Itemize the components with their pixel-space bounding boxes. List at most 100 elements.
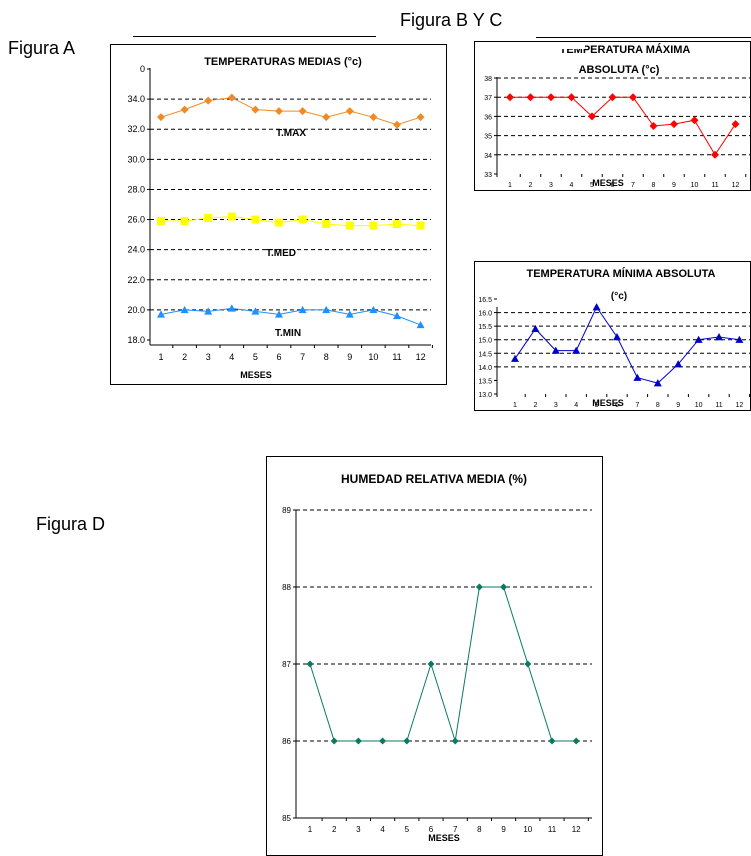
data-point: [227, 93, 236, 102]
data-point: [416, 113, 425, 122]
y-tick-label: 18.0: [127, 335, 145, 345]
x-tick-label: 9: [672, 182, 676, 189]
data-point: [251, 307, 260, 315]
series-line: [514, 306, 740, 384]
x-tick-label: 7: [300, 352, 305, 362]
x-tick-label: 2: [332, 825, 337, 834]
data-point: [629, 93, 637, 102]
chart-d-xlabel: MESES: [428, 833, 460, 843]
chart-b-title-line1: TEMPERATURA MÁXIMA: [560, 43, 691, 56]
x-tick-label: 6: [429, 825, 434, 834]
x-tick-label: 8: [652, 182, 656, 189]
divider-line: [133, 36, 376, 37]
x-tick-label: 8: [656, 402, 660, 409]
y-tick-label: 86: [282, 737, 291, 746]
y-tick-label: 38: [484, 76, 492, 83]
data-point: [548, 737, 556, 745]
x-tick-label: 8: [477, 825, 482, 834]
x-tick-label: 11: [715, 402, 722, 409]
x-tick-label: 12: [732, 182, 740, 189]
series-label-tmax: T.MAX: [276, 128, 306, 139]
x-tick-label: 3: [356, 825, 361, 834]
data-point: [298, 215, 307, 224]
divider-line: [536, 37, 751, 38]
y-tick-label: 16.0: [478, 311, 492, 318]
x-tick-label: 4: [229, 352, 234, 362]
data-point: [608, 93, 617, 102]
x-tick-label: 7: [453, 825, 458, 834]
y-tick-label: 13.0: [478, 392, 492, 399]
chart-a-title: TEMPERATURAS MEDIAS (°c): [204, 56, 362, 68]
data-point: [275, 310, 283, 318]
series-label-tmin: T.MIN: [275, 328, 301, 339]
figure-a-label: Figura A: [8, 38, 76, 58]
x-tick-label: 12: [416, 352, 426, 362]
x-tick-label: 9: [676, 402, 680, 409]
y-tick-label: 34.0: [127, 94, 145, 104]
chart-d: HUMEDAD RELATIVA MEDIA (%) MESES 8586878…: [282, 472, 592, 843]
data-point: [567, 93, 576, 102]
y-tick-label: 24.0: [127, 245, 145, 255]
x-tick-label: 1: [513, 402, 517, 409]
data-point: [526, 93, 535, 102]
y-tick-label: 36: [484, 114, 492, 121]
data-point: [531, 324, 540, 333]
x-tick-label: 6: [615, 402, 619, 409]
x-tick-label: 1: [508, 182, 512, 189]
data-point: [322, 113, 331, 122]
x-tick-label: 12: [572, 825, 581, 834]
data-point: [369, 221, 378, 230]
x-tick-label: 6: [611, 182, 615, 189]
chart-a-frame: TEMPERATURAS MEDIAS (°c) MESES T.MAX T.M…: [110, 44, 447, 385]
x-tick-label: 4: [574, 402, 578, 409]
x-tick-label: 9: [501, 825, 506, 834]
data-point: [393, 220, 401, 229]
data-point: [204, 307, 213, 315]
x-tick-label: 3: [549, 182, 553, 189]
x-tick-label: 10: [523, 825, 532, 834]
data-point: [180, 217, 189, 226]
data-point: [500, 583, 508, 591]
y-tick-label: 30.0: [127, 154, 145, 164]
data-point: [506, 93, 514, 102]
data-point: [180, 105, 189, 114]
chart-d-frame: HUMEDAD RELATIVA MEDIA (%) MESES 85 86 87 8…: [266, 456, 603, 856]
data-point: [204, 214, 213, 223]
y-tick-label: 26.0: [127, 215, 145, 225]
x-tick-label: 4: [380, 825, 385, 834]
y-tick-label: 89: [282, 506, 291, 515]
chart-b-title-line2: ABSOLUTA (°c): [579, 64, 660, 76]
data-point: [345, 107, 354, 116]
x-tick-label: 10: [695, 402, 703, 409]
data-point: [298, 305, 307, 314]
y-tick-label: 15.5: [478, 324, 492, 331]
y-tick-label: 85: [282, 814, 291, 823]
data-point: [649, 122, 658, 130]
data-point: [427, 660, 435, 668]
data-point: [572, 346, 581, 354]
data-point: [613, 333, 621, 341]
data-point: [393, 311, 401, 320]
x-tick-label: 2: [533, 402, 537, 409]
x-tick-label: 3: [554, 402, 558, 409]
x-tick-label: 5: [590, 182, 594, 189]
data-point: [403, 737, 411, 745]
chart-b-frame: TEMPERATURA MÁXIMA ABSOLUTA (°c) MESES 3…: [474, 41, 751, 191]
series-line: [309, 586, 577, 742]
chart-a-xlabel: MESES: [240, 370, 272, 380]
chart-c-frame: TEMPERATURA MÍNIMA ABSOLUTA (°c) MESES 1…: [474, 261, 751, 411]
data-point: [416, 221, 425, 230]
y-tick-label: 22.0: [127, 275, 145, 285]
data-point: [551, 346, 560, 354]
chart-c-title-line2: (°c): [611, 291, 627, 302]
data-point: [157, 310, 165, 318]
x-tick-label: 11: [548, 825, 557, 834]
data-point: [157, 217, 165, 226]
y-tick-label: 13.5: [478, 378, 492, 385]
data-point: [180, 305, 189, 314]
data-point: [345, 310, 354, 318]
data-point: [715, 333, 723, 341]
y-tick-label: 16.5: [478, 297, 492, 304]
data-point: [251, 105, 260, 114]
data-point: [451, 737, 459, 745]
